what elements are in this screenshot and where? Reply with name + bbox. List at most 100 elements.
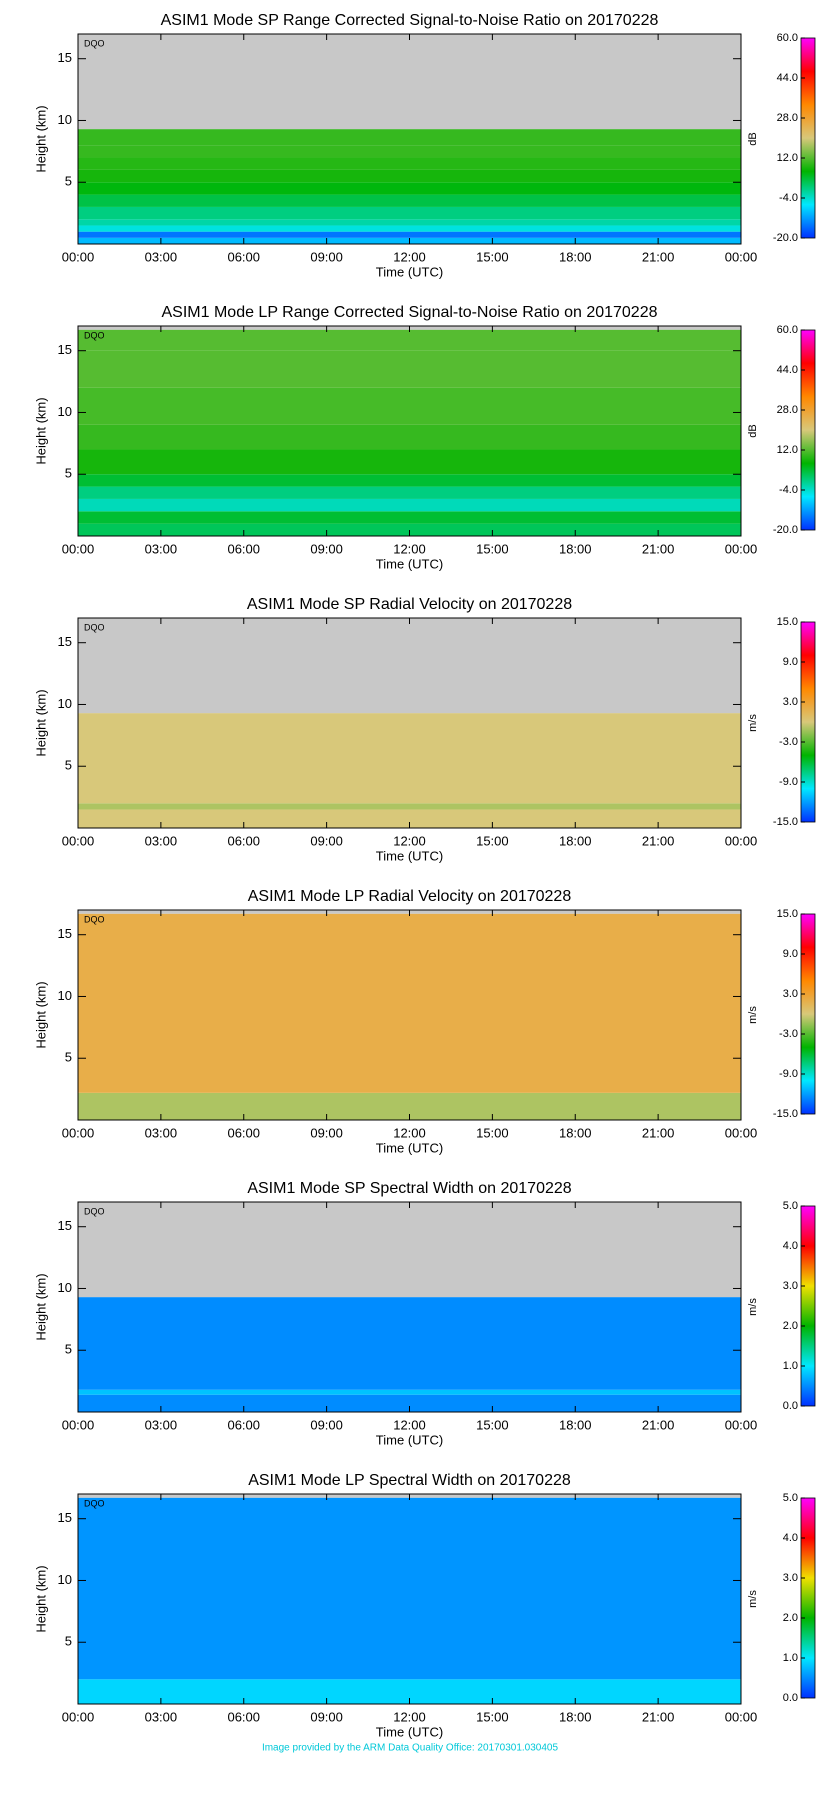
colorbar-tick-label: 9.0 [783, 948, 798, 960]
height-band [78, 1389, 741, 1395]
height-band [78, 486, 741, 499]
x-tick-label: 09:00 [310, 1125, 343, 1140]
x-tick-label: 21:00 [642, 1709, 675, 1724]
height-band [78, 219, 741, 226]
x-tick-label: 03:00 [145, 249, 178, 264]
no-data-band [78, 34, 741, 130]
no-data-band [78, 618, 741, 714]
x-tick-label: 12:00 [393, 541, 426, 556]
colorbar-tick-label: -15.0 [773, 1108, 798, 1120]
x-tick-label: 00:00 [62, 541, 95, 556]
colorbar-tick-label: 60.0 [777, 32, 798, 44]
x-tick-label: 21:00 [642, 1125, 675, 1140]
height-band [78, 206, 741, 220]
x-axis-label: Time (UTC) [376, 556, 443, 571]
height-band [78, 231, 741, 238]
y-tick-label: 10 [58, 988, 72, 1003]
x-tick-label: 06:00 [227, 833, 260, 848]
y-tick-label: 5 [65, 174, 72, 189]
y-axis-label: Height (km) [33, 1273, 48, 1340]
colorbar-tick-label: -4.0 [779, 484, 798, 496]
x-tick-label: 09:00 [310, 249, 343, 264]
x-tick-label: 00:00 [725, 249, 758, 264]
x-tick-label: 21:00 [642, 541, 675, 556]
x-tick-label: 12:00 [393, 833, 426, 848]
colorbar-tick-label: -15.0 [773, 816, 798, 828]
colorbar-tick-label: 44.0 [777, 364, 798, 376]
colorbar [800, 621, 816, 823]
x-tick-label: 15:00 [476, 833, 509, 848]
colorbar-tick-label: 12.0 [777, 152, 798, 164]
height-band [78, 182, 741, 195]
height-band [78, 145, 741, 158]
chart-title: ASIM1 Mode SP Spectral Width on 20170228 [247, 1180, 571, 1197]
no-data-band [78, 1202, 741, 1298]
height-band [78, 1497, 741, 1680]
x-tick-label: 06:00 [227, 1709, 260, 1724]
colorbar-tick-label: 2.0 [783, 1612, 798, 1624]
height-band [78, 387, 741, 425]
y-tick-label: 10 [58, 112, 72, 127]
y-tick-label: 5 [65, 758, 72, 773]
annotation: DQO [84, 38, 105, 48]
x-tick-label: 00:00 [62, 1125, 95, 1140]
x-tick-label: 12:00 [393, 1125, 426, 1140]
colorbar-tick-label: -9.0 [779, 1068, 798, 1080]
colorbar-tick-label: 28.0 [777, 404, 798, 416]
height-band [78, 424, 741, 450]
x-tick-label: 09:00 [310, 1417, 343, 1432]
colorbar-tick-label: -3.0 [779, 736, 798, 748]
x-tick-label: 18:00 [559, 541, 592, 556]
x-tick-label: 03:00 [145, 833, 178, 848]
height-band [78, 157, 741, 170]
height-band [78, 194, 741, 207]
x-tick-label: 18:00 [559, 833, 592, 848]
colorbar-tick-label: -4.0 [779, 192, 798, 204]
x-axis-label: Time (UTC) [376, 264, 443, 279]
x-tick-label: 03:00 [145, 541, 178, 556]
colorbar-label: m/s [747, 714, 759, 732]
colorbar-label: m/s [747, 1298, 759, 1316]
chart-title: ASIM1 Mode SP Range Corrected Signal-to-… [161, 12, 659, 29]
x-tick-label: 18:00 [559, 1417, 592, 1432]
x-tick-label: 21:00 [642, 1417, 675, 1432]
y-tick-label: 15 [58, 926, 72, 941]
y-tick-label: 5 [65, 1050, 72, 1065]
height-band [78, 913, 741, 1093]
x-tick-label: 15:00 [476, 541, 509, 556]
colorbar-tick-label: 3.0 [783, 1572, 798, 1584]
x-tick-label: 06:00 [227, 249, 260, 264]
height-band [78, 350, 741, 388]
colorbar-tick-label: 60.0 [777, 324, 798, 336]
x-tick-label: 18:00 [559, 1709, 592, 1724]
x-tick-label: 09:00 [310, 541, 343, 556]
x-tick-label: 18:00 [559, 249, 592, 264]
annotation: DQO [84, 1206, 105, 1216]
height-band [78, 169, 741, 183]
y-tick-label: 5 [65, 1342, 72, 1357]
y-tick-label: 15 [58, 634, 72, 649]
height-band [78, 329, 741, 351]
colorbar-tick-label: 15.0 [777, 616, 798, 628]
y-tick-label: 5 [65, 466, 72, 481]
y-tick-label: 10 [58, 1280, 72, 1295]
colorbar-label: m/s [747, 1006, 759, 1024]
colorbar [800, 913, 816, 1115]
annotation: DQO [84, 330, 105, 340]
colorbar [800, 37, 816, 239]
colorbar [800, 1497, 816, 1699]
height-band [78, 129, 741, 146]
colorbar-tick-label: -20.0 [773, 232, 798, 244]
colorbar-tick-label: -9.0 [779, 776, 798, 788]
colorbar-tick-label: 1.0 [783, 1652, 798, 1664]
x-tick-label: 15:00 [476, 249, 509, 264]
colorbar-tick-label: 4.0 [783, 1240, 798, 1252]
x-tick-label: 03:00 [145, 1125, 178, 1140]
height-band [78, 511, 741, 524]
x-tick-label: 00:00 [725, 1417, 758, 1432]
x-tick-label: 12:00 [393, 1417, 426, 1432]
colorbar-tick-label: 28.0 [777, 112, 798, 124]
colorbar [800, 1205, 816, 1407]
y-axis-label: Height (km) [33, 397, 48, 464]
